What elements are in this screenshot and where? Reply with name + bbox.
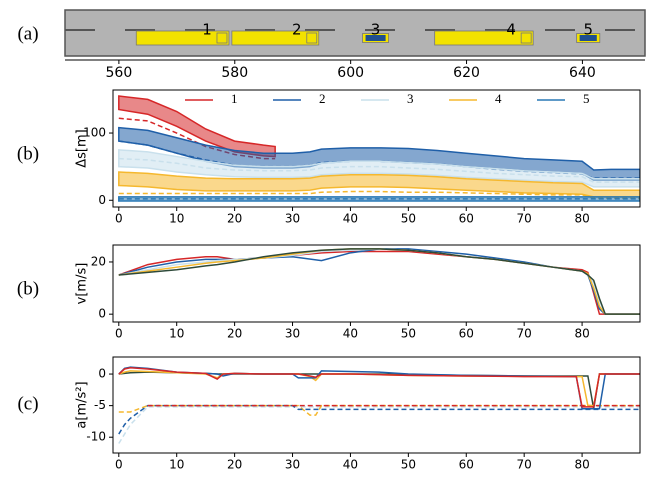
truck (135, 30, 230, 46)
x-tick-label: 20 (227, 458, 242, 472)
x-tick-label: 50 (401, 327, 416, 341)
x-tick-label: 80 (574, 458, 589, 472)
truck (434, 30, 534, 46)
x-tick-label: 560 (106, 65, 133, 81)
plot-frame (112, 356, 641, 454)
series-line (118, 157, 640, 183)
panel-label: (a) (17, 23, 38, 44)
legend-label: 5 (583, 91, 590, 106)
x-tick-label: 70 (517, 212, 532, 226)
plot-frame (112, 89, 641, 208)
x-tick-label: 10 (169, 327, 184, 341)
legend-label: 2 (319, 91, 326, 106)
truck (231, 30, 320, 46)
vehicle-label: 4 (506, 21, 516, 39)
panel-label: (b) (17, 278, 39, 299)
series-line (118, 248, 640, 315)
truck-cab (306, 32, 318, 44)
panel-label: (b) (17, 143, 39, 164)
x-tick-label: 600 (337, 65, 364, 81)
series-line (118, 250, 640, 315)
x-tick-label: 0 (115, 212, 123, 226)
x-tick-label: 70 (517, 327, 532, 341)
x-tick-label: 80 (574, 327, 589, 341)
x-tick-label: 40 (343, 327, 358, 341)
series-line (118, 190, 640, 200)
y-tick-label: -5 (94, 398, 106, 412)
truck-cab (216, 32, 228, 44)
x-tick-label: 580 (221, 65, 248, 81)
y-tick-label: 20 (91, 254, 106, 268)
x-tick-label: 620 (453, 65, 480, 81)
x-tick-label: 640 (569, 65, 596, 81)
x-tick-label: 0 (115, 327, 123, 341)
y-tick-label: 0 (98, 367, 106, 381)
legend-label: 4 (495, 91, 502, 106)
series-line (118, 404, 640, 435)
y-axis-label: v[m/s] (75, 263, 90, 305)
series-line (118, 404, 640, 416)
panel-label: (c) (17, 393, 38, 414)
x-tick-label: 60 (459, 212, 474, 226)
legend-label: 3 (407, 91, 414, 106)
series-line (118, 371, 640, 409)
band (118, 171, 640, 198)
x-tick-label: 50 (401, 458, 416, 472)
series-line (118, 366, 640, 408)
plot-area (118, 366, 640, 444)
x-tick-label: 70 (517, 458, 532, 472)
series-line (118, 248, 640, 315)
x-tick-label: 0 (115, 458, 123, 472)
x-tick-label: 50 (401, 212, 416, 226)
x-tick-label: 20 (227, 327, 242, 341)
x-tick-label: 10 (169, 212, 184, 226)
vehicle-label: 5 (583, 21, 593, 39)
y-tick-label: 0 (98, 307, 106, 321)
band (118, 149, 640, 188)
plot-area (118, 95, 640, 202)
x-tick-label: 30 (285, 212, 300, 226)
truck-cab (520, 32, 532, 44)
series-line (118, 406, 640, 444)
x-tick-label: 40 (343, 458, 358, 472)
car-window (579, 35, 597, 41)
y-axis-label: a[m/s²] (75, 381, 90, 428)
series-line (118, 248, 640, 315)
vehicle-label: 1 (202, 21, 212, 39)
y-tick-label: 0 (98, 193, 106, 207)
x-tick-label: 60 (459, 327, 474, 341)
x-tick-label: 80 (574, 212, 589, 226)
x-tick-label: 30 (285, 327, 300, 341)
legend-label: 1 (231, 91, 238, 106)
vehicle-label: 3 (371, 21, 381, 39)
series-line (118, 248, 640, 315)
vehicle-label: 2 (292, 21, 302, 39)
x-tick-label: 30 (285, 458, 300, 472)
x-tick-label: 60 (459, 458, 474, 472)
plot-frame (112, 244, 641, 323)
y-axis-label: Δs[m] (75, 129, 90, 167)
x-tick-label: 40 (343, 212, 358, 226)
y-tick-label: 100 (83, 126, 106, 140)
plot-area (118, 248, 640, 315)
car-window (365, 35, 386, 41)
y-tick-label: -10 (86, 430, 106, 444)
x-tick-label: 20 (227, 212, 242, 226)
x-tick-label: 10 (169, 458, 184, 472)
